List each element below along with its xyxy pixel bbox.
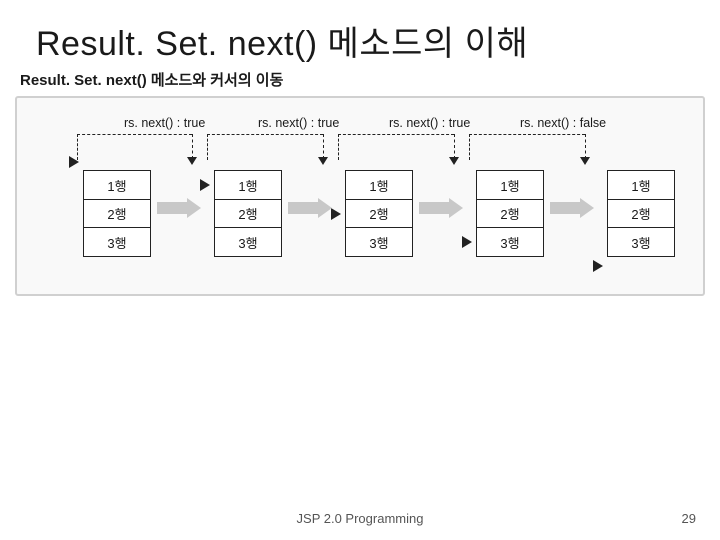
table-row: 3행 xyxy=(476,227,544,257)
table-row: 1행 xyxy=(345,170,413,200)
cursor-icon xyxy=(331,208,341,220)
table-row: 3행 xyxy=(345,227,413,257)
table-row: 2행 xyxy=(607,199,675,229)
page-title: Result. Set. next() 메소드의 이해 xyxy=(0,0,720,69)
cursor-icon xyxy=(462,236,472,248)
table-row: 1행 xyxy=(83,170,151,200)
section-subtitle: Result. Set. next() 메소드와 커서의 이동 xyxy=(0,69,720,96)
table-row: 3행 xyxy=(214,227,282,257)
footer-text: JSP 2.0 Programming xyxy=(0,511,720,526)
table-row: 1행 xyxy=(476,170,544,200)
cursor-icon xyxy=(69,156,79,168)
call-label: rs. next() : true xyxy=(124,116,205,130)
transition-arrow-icon xyxy=(550,198,594,218)
result-column: 1행2행3행 xyxy=(476,170,544,257)
result-column: 1행2행3행 xyxy=(214,170,282,257)
cursor-icon xyxy=(200,179,210,191)
result-column: 1행2행3행 xyxy=(83,170,151,257)
call-label: rs. next() : true xyxy=(258,116,339,130)
table-row: 3행 xyxy=(83,227,151,257)
diagram-panel: rs. next() : true rs. next() : true rs. … xyxy=(15,96,705,296)
table-row: 3행 xyxy=(607,227,675,257)
call-label: rs. next() : false xyxy=(520,116,606,130)
table-row: 2행 xyxy=(476,199,544,229)
result-column: 1행2행3행 xyxy=(345,170,413,257)
transition-arrow-icon xyxy=(419,198,463,218)
table-row: 2행 xyxy=(345,199,413,229)
table-row: 1행 xyxy=(607,170,675,200)
table-row: 2행 xyxy=(83,199,151,229)
transition-arrow-icon xyxy=(157,198,201,218)
cursor-icon xyxy=(593,260,603,272)
table-row: 2행 xyxy=(214,199,282,229)
table-row: 1행 xyxy=(214,170,282,200)
transition-arrow-icon xyxy=(288,198,332,218)
result-column: 1행2행3행 xyxy=(607,170,675,257)
call-label: rs. next() : true xyxy=(389,116,470,130)
page-number: 29 xyxy=(682,511,696,526)
